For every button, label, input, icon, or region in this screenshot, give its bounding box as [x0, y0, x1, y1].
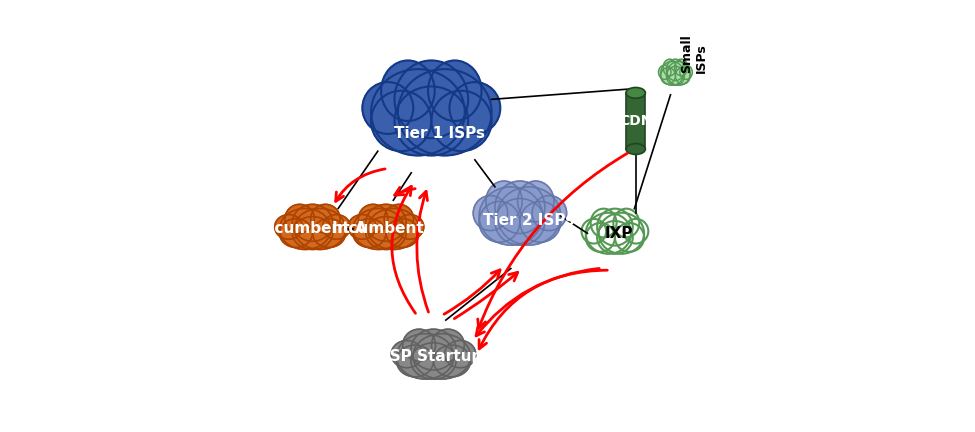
- Ellipse shape: [613, 209, 640, 238]
- Ellipse shape: [292, 204, 332, 241]
- Ellipse shape: [368, 209, 419, 250]
- Ellipse shape: [323, 215, 350, 239]
- Ellipse shape: [386, 219, 419, 248]
- Ellipse shape: [663, 59, 677, 76]
- Ellipse shape: [292, 217, 332, 250]
- Ellipse shape: [518, 181, 554, 222]
- Text: Tier 1 ISPs: Tier 1 ISPs: [395, 127, 486, 141]
- Ellipse shape: [495, 199, 545, 245]
- Ellipse shape: [280, 209, 331, 250]
- Ellipse shape: [661, 62, 683, 86]
- Ellipse shape: [381, 60, 435, 121]
- Ellipse shape: [449, 82, 500, 134]
- Ellipse shape: [397, 345, 434, 377]
- Ellipse shape: [626, 88, 645, 98]
- Ellipse shape: [486, 181, 523, 222]
- Ellipse shape: [363, 82, 413, 134]
- Ellipse shape: [359, 204, 388, 233]
- Ellipse shape: [294, 209, 345, 250]
- Ellipse shape: [597, 221, 633, 254]
- Text: Small
ISPs: Small ISPs: [680, 35, 708, 73]
- Ellipse shape: [396, 215, 424, 239]
- Text: CDN: CDN: [619, 114, 652, 128]
- Ellipse shape: [348, 215, 376, 239]
- Ellipse shape: [675, 59, 687, 76]
- Ellipse shape: [395, 86, 468, 156]
- Ellipse shape: [403, 329, 436, 361]
- Ellipse shape: [658, 65, 671, 79]
- Ellipse shape: [366, 204, 407, 241]
- Ellipse shape: [313, 219, 345, 248]
- Ellipse shape: [391, 340, 422, 368]
- Ellipse shape: [353, 219, 386, 248]
- Ellipse shape: [520, 201, 561, 242]
- Ellipse shape: [431, 91, 491, 151]
- Text: Tier 2 ISPs: Tier 2 ISPs: [483, 213, 574, 228]
- Ellipse shape: [395, 60, 468, 138]
- Ellipse shape: [384, 204, 413, 233]
- Ellipse shape: [397, 334, 454, 379]
- Ellipse shape: [676, 67, 690, 84]
- Ellipse shape: [586, 223, 615, 252]
- Ellipse shape: [586, 213, 631, 254]
- Ellipse shape: [626, 143, 645, 154]
- Ellipse shape: [666, 59, 684, 81]
- Ellipse shape: [432, 329, 464, 361]
- Ellipse shape: [445, 340, 476, 368]
- Ellipse shape: [495, 181, 545, 233]
- Text: ISP Startup: ISP Startup: [384, 349, 483, 364]
- Ellipse shape: [666, 66, 684, 86]
- Ellipse shape: [371, 69, 465, 156]
- Ellipse shape: [661, 67, 676, 84]
- Ellipse shape: [371, 91, 431, 151]
- Ellipse shape: [599, 213, 644, 254]
- Ellipse shape: [311, 204, 340, 233]
- Ellipse shape: [410, 329, 456, 370]
- Ellipse shape: [280, 219, 313, 248]
- Ellipse shape: [410, 343, 456, 379]
- Ellipse shape: [434, 345, 470, 377]
- Ellipse shape: [285, 204, 314, 233]
- Text: IXP: IXP: [605, 226, 634, 241]
- Text: Incumbent B: Incumbent B: [332, 222, 441, 236]
- Ellipse shape: [680, 65, 692, 79]
- Ellipse shape: [479, 187, 542, 245]
- Ellipse shape: [366, 217, 407, 250]
- Ellipse shape: [275, 215, 302, 239]
- Ellipse shape: [532, 196, 566, 231]
- Ellipse shape: [428, 60, 482, 121]
- FancyBboxPatch shape: [626, 93, 645, 149]
- Ellipse shape: [624, 219, 648, 244]
- Ellipse shape: [497, 187, 561, 245]
- Ellipse shape: [591, 209, 616, 238]
- Ellipse shape: [581, 219, 606, 244]
- Ellipse shape: [473, 196, 508, 231]
- Ellipse shape: [398, 69, 491, 156]
- Ellipse shape: [615, 223, 644, 252]
- Text: Incumbent A: Incumbent A: [258, 222, 367, 236]
- Ellipse shape: [353, 209, 405, 250]
- Ellipse shape: [597, 209, 633, 245]
- Ellipse shape: [413, 334, 470, 379]
- Ellipse shape: [479, 201, 520, 242]
- Ellipse shape: [667, 62, 690, 86]
